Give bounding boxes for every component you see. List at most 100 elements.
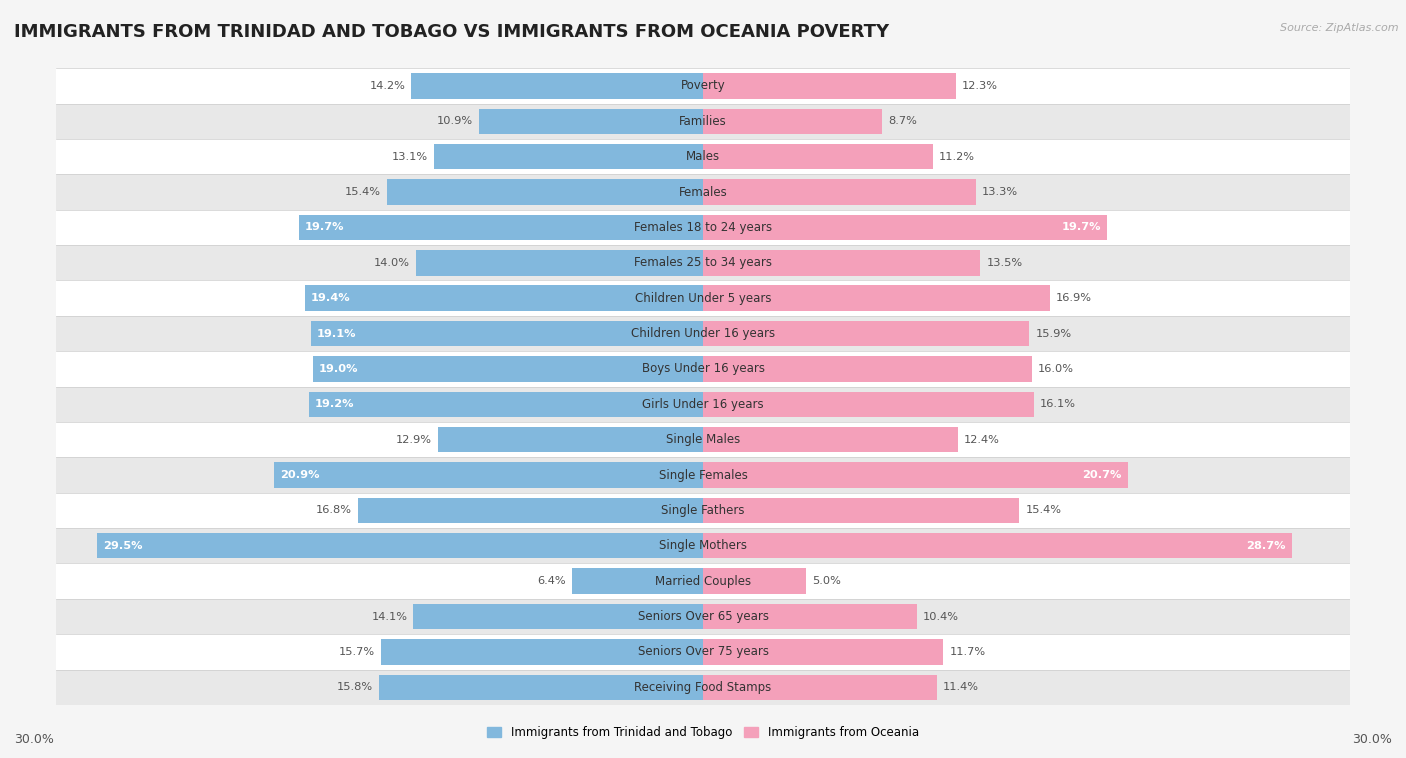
Text: Married Couples: Married Couples: [655, 575, 751, 587]
Text: 15.4%: 15.4%: [344, 187, 381, 197]
Bar: [311, 321, 703, 346]
Bar: [703, 250, 980, 275]
Text: 15.8%: 15.8%: [336, 682, 373, 692]
Bar: [439, 427, 703, 453]
Text: Seniors Over 65 years: Seniors Over 65 years: [637, 610, 769, 623]
Text: 19.0%: 19.0%: [319, 364, 359, 374]
Bar: [0, 280, 1406, 316]
Bar: [703, 639, 943, 665]
Bar: [703, 108, 882, 134]
Bar: [0, 316, 1406, 351]
Bar: [703, 675, 936, 700]
Bar: [298, 215, 703, 240]
Bar: [274, 462, 703, 487]
Bar: [387, 180, 703, 205]
Text: 29.5%: 29.5%: [104, 540, 143, 551]
Bar: [0, 563, 1406, 599]
Bar: [0, 68, 1406, 104]
Text: Poverty: Poverty: [681, 80, 725, 92]
Text: 10.9%: 10.9%: [437, 116, 472, 127]
Bar: [703, 568, 806, 594]
Bar: [703, 356, 1032, 381]
Text: 11.2%: 11.2%: [939, 152, 976, 161]
Bar: [703, 427, 957, 453]
Text: 11.7%: 11.7%: [949, 647, 986, 657]
Bar: [381, 639, 703, 665]
Text: 14.0%: 14.0%: [374, 258, 409, 268]
Text: Families: Families: [679, 114, 727, 128]
Text: 6.4%: 6.4%: [537, 576, 565, 586]
Text: 13.5%: 13.5%: [987, 258, 1022, 268]
Bar: [703, 498, 1019, 523]
Bar: [703, 462, 1128, 487]
Text: 10.4%: 10.4%: [922, 612, 959, 622]
Text: 16.0%: 16.0%: [1038, 364, 1074, 374]
Bar: [0, 387, 1406, 422]
Text: IMMIGRANTS FROM TRINIDAD AND TOBAGO VS IMMIGRANTS FROM OCEANIA POVERTY: IMMIGRANTS FROM TRINIDAD AND TOBAGO VS I…: [14, 23, 889, 41]
Bar: [0, 599, 1406, 634]
Bar: [572, 568, 703, 594]
Bar: [413, 604, 703, 629]
Bar: [0, 528, 1406, 563]
Text: Girls Under 16 years: Girls Under 16 years: [643, 398, 763, 411]
Bar: [0, 422, 1406, 457]
Text: Females 25 to 34 years: Females 25 to 34 years: [634, 256, 772, 269]
Bar: [703, 215, 1108, 240]
Bar: [703, 533, 1292, 559]
Text: 13.3%: 13.3%: [983, 187, 1018, 197]
Text: Seniors Over 75 years: Seniors Over 75 years: [637, 645, 769, 659]
Text: 12.3%: 12.3%: [962, 81, 998, 91]
Bar: [0, 174, 1406, 210]
Text: 8.7%: 8.7%: [887, 116, 917, 127]
Text: 20.9%: 20.9%: [280, 470, 319, 480]
Text: Single Males: Single Males: [666, 433, 740, 446]
Text: Children Under 16 years: Children Under 16 years: [631, 327, 775, 340]
Bar: [305, 286, 703, 311]
Text: Females: Females: [679, 186, 727, 199]
Text: 14.1%: 14.1%: [371, 612, 408, 622]
Bar: [703, 74, 956, 99]
Text: Single Females: Single Females: [658, 468, 748, 481]
Bar: [479, 108, 703, 134]
Text: Females 18 to 24 years: Females 18 to 24 years: [634, 221, 772, 234]
Text: 19.1%: 19.1%: [316, 328, 357, 339]
Bar: [97, 533, 703, 559]
Bar: [703, 286, 1050, 311]
Bar: [0, 669, 1406, 705]
Text: 15.4%: 15.4%: [1025, 506, 1062, 515]
Text: 19.7%: 19.7%: [305, 222, 344, 233]
Bar: [703, 321, 1029, 346]
Text: 19.7%: 19.7%: [1062, 222, 1101, 233]
Text: 5.0%: 5.0%: [811, 576, 841, 586]
Text: Males: Males: [686, 150, 720, 163]
Text: 15.7%: 15.7%: [339, 647, 374, 657]
Bar: [0, 245, 1406, 280]
Bar: [0, 210, 1406, 245]
Text: Boys Under 16 years: Boys Under 16 years: [641, 362, 765, 375]
Bar: [412, 74, 703, 99]
Text: Single Mothers: Single Mothers: [659, 539, 747, 553]
Bar: [0, 457, 1406, 493]
Text: 15.9%: 15.9%: [1036, 328, 1071, 339]
Text: 16.9%: 16.9%: [1056, 293, 1092, 303]
Text: 19.4%: 19.4%: [311, 293, 350, 303]
Bar: [0, 104, 1406, 139]
Text: Single Fathers: Single Fathers: [661, 504, 745, 517]
Text: 28.7%: 28.7%: [1247, 540, 1286, 551]
Bar: [703, 180, 976, 205]
Text: Receiving Food Stamps: Receiving Food Stamps: [634, 681, 772, 694]
Legend: Immigrants from Trinidad and Tobago, Immigrants from Oceania: Immigrants from Trinidad and Tobago, Imm…: [482, 721, 924, 744]
Bar: [416, 250, 703, 275]
Bar: [309, 392, 703, 417]
Text: 14.2%: 14.2%: [370, 81, 405, 91]
Bar: [703, 392, 1033, 417]
Text: 20.7%: 20.7%: [1083, 470, 1122, 480]
Text: 12.9%: 12.9%: [396, 434, 432, 445]
Text: 12.4%: 12.4%: [963, 434, 1000, 445]
Bar: [0, 139, 1406, 174]
Bar: [378, 675, 703, 700]
Bar: [0, 351, 1406, 387]
Text: 30.0%: 30.0%: [1353, 732, 1392, 746]
Bar: [0, 634, 1406, 669]
Bar: [703, 604, 917, 629]
